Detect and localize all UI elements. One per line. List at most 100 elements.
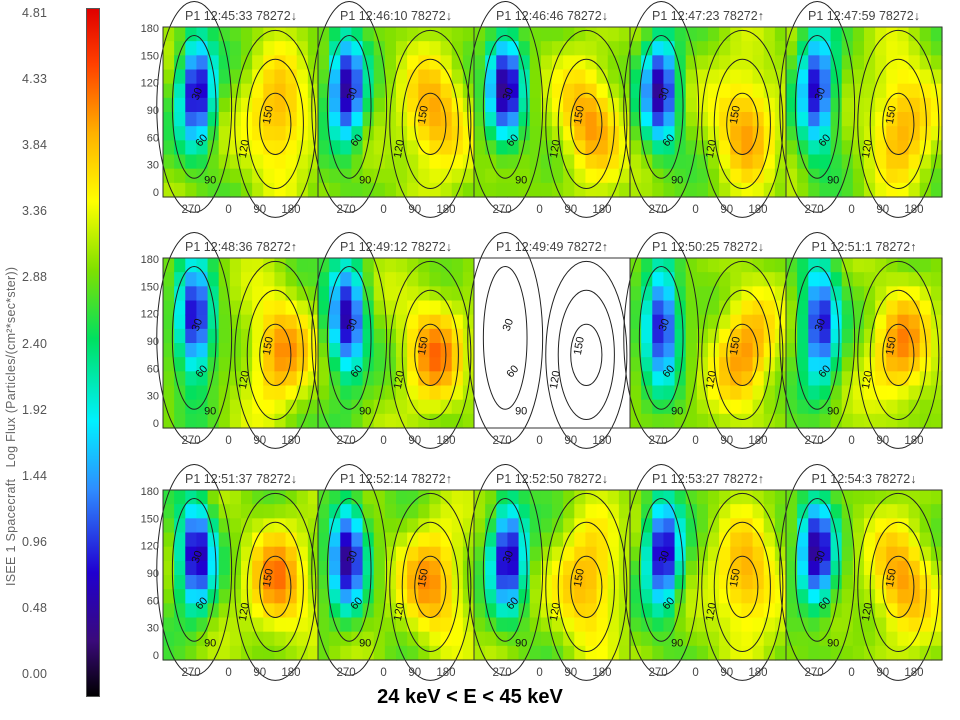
- flux-cell: [674, 97, 687, 113]
- flux-cell: [340, 560, 353, 576]
- contour-line: [623, 232, 700, 444]
- flux-cell: [864, 546, 876, 562]
- contour-label: 150: [728, 336, 743, 356]
- contour-label: 30: [190, 549, 205, 565]
- flux-cell: [908, 560, 921, 576]
- flux-cell: [696, 182, 709, 198]
- flux-cell: [329, 300, 341, 316]
- flux-cell: [719, 112, 731, 127]
- flux-cell: [263, 357, 276, 372]
- contour-label: 30: [190, 317, 205, 333]
- flux-cell: [285, 27, 298, 42]
- flux-cell: [485, 532, 497, 548]
- flux-cell: [185, 83, 198, 99]
- flux-cell: [163, 385, 175, 401]
- flux-cell: [574, 617, 587, 633]
- flux-cell: [307, 343, 320, 358]
- flux-cell: [808, 112, 821, 127]
- flux-cell: [307, 631, 320, 647]
- flux-cell: [485, 83, 497, 99]
- flux-cell: [462, 97, 475, 113]
- flux-cell: [529, 27, 542, 42]
- flux-cell: [808, 357, 821, 372]
- flux-cell: [540, 546, 553, 562]
- flux-cell: [418, 518, 431, 534]
- flux-cell: [852, 413, 865, 429]
- flux-cell: [263, 41, 276, 56]
- flux-cell: [908, 314, 921, 330]
- flux-cell: [196, 97, 209, 113]
- flux-cell: [218, 575, 231, 590]
- flux-cell: [763, 546, 776, 562]
- flux-cell: [252, 126, 264, 141]
- flux-cell: [875, 258, 887, 273]
- flux-cell: [875, 560, 887, 576]
- flux-cell: [451, 399, 464, 415]
- flux-cell: [875, 617, 887, 633]
- flux-cell: [163, 112, 175, 127]
- flux-cell: [574, 518, 587, 534]
- flux-cell: [252, 154, 264, 170]
- contour-label: 120: [860, 370, 875, 390]
- flux-cell: [196, 154, 209, 170]
- flux-cell: [719, 532, 731, 548]
- flux-cell: [451, 631, 464, 647]
- flux-cell: [518, 97, 531, 113]
- flux-cell: [596, 504, 609, 519]
- flux-cell: [841, 357, 854, 372]
- flux-cell: [930, 490, 943, 505]
- flux-cell: [596, 55, 609, 71]
- flux-cell: [318, 631, 330, 647]
- flux-cell: [351, 603, 364, 619]
- flux-cell: [474, 140, 486, 156]
- flux-cell: [207, 27, 220, 42]
- flux-cell: [329, 546, 341, 562]
- flux-cell: [462, 328, 475, 344]
- flux-cell: [362, 140, 375, 156]
- flux-cell: [641, 328, 653, 344]
- flux-cell: [618, 518, 631, 534]
- flux-cell: [185, 286, 198, 302]
- flux-cell: [384, 314, 397, 330]
- flux-cell: [652, 546, 665, 562]
- flux-cell: [485, 546, 497, 562]
- flux-cell: [641, 69, 653, 85]
- flux-cell: [529, 490, 542, 505]
- flux-cell: [808, 518, 821, 534]
- flux-cell: [218, 504, 231, 519]
- flux-cell: [351, 41, 364, 56]
- flux-cell: [596, 490, 609, 505]
- panel-title: P1 12:51:1 78272↑: [812, 240, 917, 254]
- x-tick-label: 270: [336, 204, 355, 216]
- flux-cell: [808, 413, 821, 429]
- flux-cell: [774, 168, 787, 184]
- flux-cell: [919, 413, 932, 429]
- flux-cell: [685, 490, 698, 505]
- flux-cell: [362, 272, 375, 287]
- flux-cell: [752, 140, 765, 156]
- flux-cell: [540, 41, 553, 56]
- x-tick-label: 270: [804, 204, 823, 216]
- flux-cell: [730, 83, 743, 99]
- flux-cell: [808, 140, 821, 156]
- flux-cell: [440, 182, 453, 198]
- flux-cell: [207, 603, 220, 619]
- flux-cell: [407, 589, 419, 604]
- flux-cell: [351, 168, 364, 184]
- flux-cell: [607, 589, 620, 604]
- flux-cell: [373, 154, 386, 170]
- flux-cell: [229, 357, 242, 372]
- contour-line: [623, 464, 700, 676]
- flux-cell: [819, 518, 832, 534]
- contour-label: 120: [392, 370, 407, 390]
- flux-cell: [552, 154, 564, 170]
- flux-cell: [852, 385, 865, 401]
- flux-cell: [218, 532, 231, 548]
- flux-cell: [808, 69, 821, 85]
- flux-cell: [485, 182, 497, 198]
- flux-cell: [730, 413, 743, 429]
- flux-cell: [930, 371, 943, 387]
- flux-cell: [841, 385, 854, 401]
